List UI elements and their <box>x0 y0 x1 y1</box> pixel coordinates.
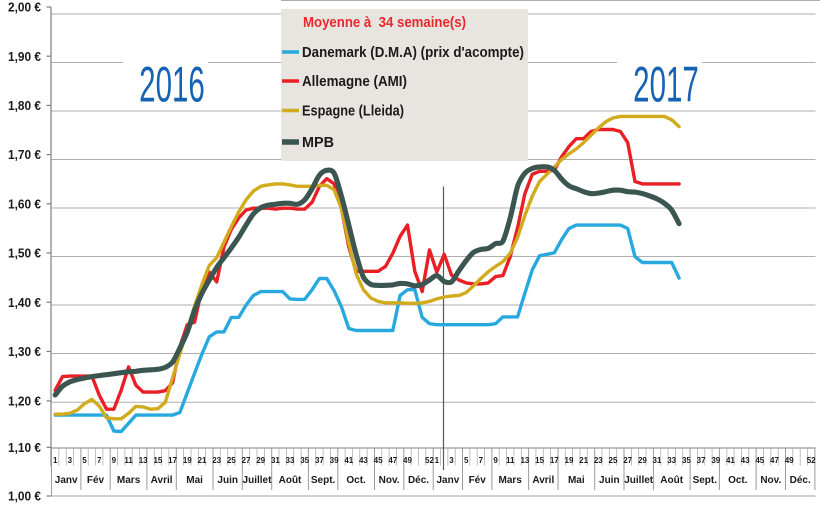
svg-text:15: 15 <box>153 456 162 465</box>
svg-text:47: 47 <box>770 456 779 465</box>
svg-text:15: 15 <box>535 456 544 465</box>
svg-text:13: 13 <box>139 456 148 465</box>
svg-text:39: 39 <box>711 456 720 465</box>
svg-text:29: 29 <box>638 456 647 465</box>
svg-text:25: 25 <box>227 456 236 465</box>
svg-text:Sept.: Sept. <box>311 475 336 486</box>
svg-text:Moyenne à 34 semaine(s): Moyenne à 34 semaine(s) <box>303 14 466 31</box>
svg-text:1,30 €: 1,30 € <box>8 344 41 359</box>
svg-text:35: 35 <box>682 456 691 465</box>
svg-text:2016: 2016 <box>139 56 205 112</box>
svg-text:Janv: Janv <box>437 475 460 486</box>
svg-text:11: 11 <box>124 456 133 465</box>
svg-text:Nov.: Nov. <box>379 475 400 486</box>
svg-text:27: 27 <box>623 456 632 465</box>
svg-text:2,00 €: 2,00 € <box>8 0 41 15</box>
svg-text:49: 49 <box>403 456 412 465</box>
svg-text:1,10 €: 1,10 € <box>8 440 41 455</box>
svg-text:21: 21 <box>198 456 207 465</box>
svg-text:Allemagne (AMI): Allemagne (AMI) <box>302 73 407 90</box>
svg-text:33: 33 <box>286 456 295 465</box>
svg-text:1,40 €: 1,40 € <box>8 295 41 310</box>
svg-text:17: 17 <box>550 456 559 465</box>
svg-text:31: 31 <box>653 456 662 465</box>
svg-text:19: 19 <box>565 456 574 465</box>
svg-text:Août: Août <box>279 475 302 486</box>
svg-text:Mars: Mars <box>499 475 523 486</box>
svg-text:2017: 2017 <box>633 56 699 112</box>
svg-text:49: 49 <box>785 456 794 465</box>
svg-text:5: 5 <box>464 456 469 465</box>
svg-text:Sept.: Sept. <box>693 475 718 486</box>
svg-text:1: 1 <box>435 456 440 465</box>
svg-text:1,80 €: 1,80 € <box>8 98 41 113</box>
svg-text:39: 39 <box>330 456 339 465</box>
svg-text:3: 3 <box>68 456 73 465</box>
svg-text:Déc.: Déc. <box>790 475 811 486</box>
svg-text:1,00 €: 1,00 € <box>8 489 41 504</box>
svg-text:27: 27 <box>242 456 251 465</box>
svg-text:7: 7 <box>97 456 102 465</box>
svg-text:Mars: Mars <box>117 475 141 486</box>
svg-text:21: 21 <box>579 456 588 465</box>
svg-text:Nov.: Nov. <box>760 475 781 486</box>
svg-text:29: 29 <box>256 456 265 465</box>
svg-text:47: 47 <box>388 456 397 465</box>
svg-text:37: 37 <box>697 456 706 465</box>
svg-text:33: 33 <box>667 456 676 465</box>
svg-text:MPB: MPB <box>302 134 334 151</box>
svg-text:19: 19 <box>183 456 192 465</box>
svg-text:31: 31 <box>271 456 280 465</box>
svg-text:37: 37 <box>315 456 324 465</box>
svg-text:1,50 €: 1,50 € <box>8 246 41 261</box>
svg-text:Juillet: Juillet <box>624 475 654 486</box>
svg-text:9: 9 <box>112 456 117 465</box>
svg-text:17: 17 <box>168 456 177 465</box>
svg-text:23: 23 <box>594 456 603 465</box>
svg-text:41: 41 <box>726 456 735 465</box>
svg-text:1,60 €: 1,60 € <box>8 196 41 211</box>
svg-text:1,20 €: 1,20 € <box>8 394 41 409</box>
svg-text:35: 35 <box>300 456 309 465</box>
svg-text:Juin: Juin <box>599 475 620 486</box>
svg-text:5: 5 <box>82 456 87 465</box>
svg-text:Juillet: Juillet <box>243 475 273 486</box>
svg-text:52: 52 <box>425 456 434 465</box>
svg-text:41: 41 <box>344 456 353 465</box>
svg-text:45: 45 <box>374 456 383 465</box>
svg-text:9: 9 <box>493 456 498 465</box>
svg-text:Oct.: Oct. <box>346 475 366 486</box>
svg-text:Fév: Fév <box>87 475 105 486</box>
svg-text:Espagne (Lleida): Espagne (Lleida) <box>302 103 404 120</box>
svg-text:1,90 €: 1,90 € <box>8 49 41 64</box>
svg-text:Mai: Mai <box>186 475 203 486</box>
svg-text:52: 52 <box>807 456 816 465</box>
svg-text:Août: Août <box>660 475 683 486</box>
svg-text:Oct.: Oct. <box>728 475 748 486</box>
svg-text:13: 13 <box>520 456 529 465</box>
svg-text:Déc.: Déc. <box>408 475 429 486</box>
svg-text:43: 43 <box>359 456 368 465</box>
svg-text:Fév: Fév <box>469 475 487 486</box>
svg-text:43: 43 <box>741 456 750 465</box>
svg-text:11: 11 <box>506 456 515 465</box>
svg-text:Danemark (D.M.A) (prix d'acomp: Danemark (D.M.A) (prix d'acompte) <box>302 44 524 61</box>
svg-text:23: 23 <box>212 456 221 465</box>
svg-text:Mai: Mai <box>568 475 585 486</box>
svg-text:7: 7 <box>479 456 484 465</box>
svg-text:25: 25 <box>609 456 618 465</box>
svg-text:3: 3 <box>449 456 454 465</box>
svg-text:Juin: Juin <box>217 475 238 486</box>
svg-text:Janv: Janv <box>55 475 78 486</box>
svg-text:45: 45 <box>755 456 764 465</box>
svg-text:1: 1 <box>53 456 58 465</box>
svg-text:Avril: Avril <box>532 475 554 486</box>
svg-text:Avril: Avril <box>151 475 173 486</box>
svg-text:1,70 €: 1,70 € <box>8 147 41 162</box>
